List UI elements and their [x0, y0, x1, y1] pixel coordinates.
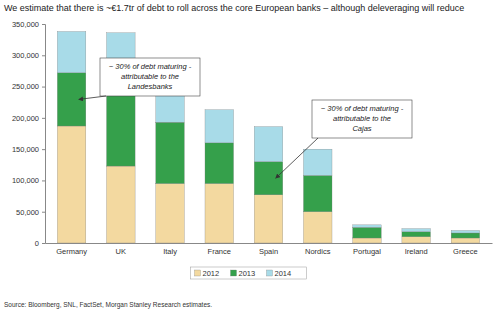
- x-tick: UK: [116, 247, 126, 256]
- annotation-arrow: [276, 138, 318, 178]
- chart: We estimate that there is ~€1.7tr of deb…: [0, 0, 500, 321]
- title: We estimate that there is ~€1.7tr of deb…: [4, 3, 464, 13]
- bar: [156, 184, 185, 243]
- bar: [353, 227, 382, 238]
- legend-swatch: [231, 270, 237, 276]
- bar: [402, 229, 431, 232]
- y-tick: 50,000: [16, 208, 45, 217]
- y-tick-mark: [42, 24, 45, 25]
- y-tick-label: 150,000: [12, 145, 39, 154]
- bar: [205, 143, 234, 184]
- x-tick-label: Greece: [453, 247, 478, 256]
- bar: [451, 230, 480, 233]
- annotation-text: ~ 30% of debt maturing -attributable to …: [109, 62, 192, 91]
- bar: [205, 110, 234, 143]
- y-tick-mark: [42, 118, 45, 119]
- y-axis: 0 50,000 100,000 150,000 200,000 250,000 300,0…: [12, 20, 46, 248]
- bar: [156, 122, 185, 183]
- y-tick-label: 250,000: [12, 82, 39, 91]
- bar: [451, 233, 480, 238]
- y-tick: 250,000: [12, 82, 45, 91]
- y-tick-mark: [42, 55, 45, 56]
- legend-swatch: [195, 270, 201, 276]
- bar: [254, 127, 283, 162]
- y-tick: 300,000: [12, 51, 45, 60]
- y-tick: 150,000: [12, 145, 45, 154]
- x-tick-label: Italy: [163, 247, 177, 256]
- annotation: ~ 30% of debt maturing -attributable to …: [79, 58, 200, 99]
- y-tick: 200,000: [12, 114, 45, 123]
- x-tick-label: France: [208, 247, 231, 256]
- x-tick: Germany: [56, 247, 87, 256]
- bar: [353, 238, 382, 243]
- bar: [402, 237, 431, 243]
- bar: [303, 212, 332, 243]
- bar: [402, 232, 431, 237]
- x-tick-label: Germany: [56, 247, 87, 256]
- x-tick-label: Ireland: [405, 247, 428, 256]
- bar: [451, 238, 480, 243]
- x-axis: Germany UK Italy France Spain Nordics Portugal…: [46, 244, 493, 257]
- y-tick-label: 0: [35, 239, 39, 248]
- annotation-arrow: [79, 96, 106, 99]
- y-tick-mark: [42, 212, 45, 213]
- y-tick: 350,000: [12, 20, 45, 29]
- y-tick: 100,000: [12, 176, 45, 185]
- bar: [254, 162, 283, 195]
- y-tick-mark: [42, 87, 45, 88]
- bar: [57, 32, 86, 73]
- legend-swatch: [267, 270, 273, 276]
- bars: [57, 32, 479, 243]
- x-tick: Greece: [453, 247, 478, 256]
- x-tick: France: [208, 247, 231, 256]
- y-tick: 0: [35, 239, 45, 248]
- source: Source: Bloomberg, SNL, FactSet, Morgan …: [4, 301, 212, 309]
- bar: [107, 89, 136, 166]
- y-axis-line: [42, 25, 46, 244]
- y-tick-label: 350,000: [12, 20, 39, 29]
- bar: [303, 175, 332, 211]
- x-tick-label: Portugal: [353, 247, 381, 256]
- y-tick-label: 200,000: [12, 114, 39, 123]
- x-tick: Nordics: [305, 247, 331, 256]
- bar: [107, 166, 136, 243]
- legend-label: 2014: [275, 269, 292, 278]
- y-tick-mark: [42, 149, 45, 150]
- y-tick-label: 300,000: [12, 51, 39, 60]
- annotation-text: ~ 30% of debt maturing -attributable to …: [321, 104, 404, 133]
- bar: [254, 195, 283, 243]
- annotation: ~ 30% of debt maturing -attributable to …: [276, 100, 412, 178]
- x-tick: Ireland: [405, 247, 428, 256]
- x-tick-label: Nordics: [305, 247, 331, 256]
- series-2013: [57, 73, 479, 238]
- y-tick-mark: [42, 180, 45, 181]
- y-tick-mark: [42, 243, 45, 244]
- y-tick-label: 100,000: [12, 176, 39, 185]
- x-tick: Italy: [163, 247, 177, 256]
- x-tick-label: UK: [116, 247, 126, 256]
- series-2014: [57, 32, 479, 233]
- x-axis-line: [46, 243, 493, 244]
- x-tick: Portugal: [353, 247, 381, 256]
- bar: [57, 126, 86, 243]
- legend-label: 2013: [239, 269, 256, 278]
- x-tick: Spain: [259, 247, 278, 256]
- bar: [353, 225, 382, 228]
- legend: 2012 2013 2014: [191, 267, 307, 279]
- annotation-box: [312, 100, 412, 138]
- annotation-box: [100, 58, 200, 96]
- legend-label: 2012: [203, 269, 220, 278]
- bar: [205, 184, 234, 243]
- legend-frame: [191, 267, 307, 279]
- y-tick-label: 50,000: [16, 208, 39, 217]
- x-tick-label: Spain: [259, 247, 278, 256]
- bar: [303, 149, 332, 175]
